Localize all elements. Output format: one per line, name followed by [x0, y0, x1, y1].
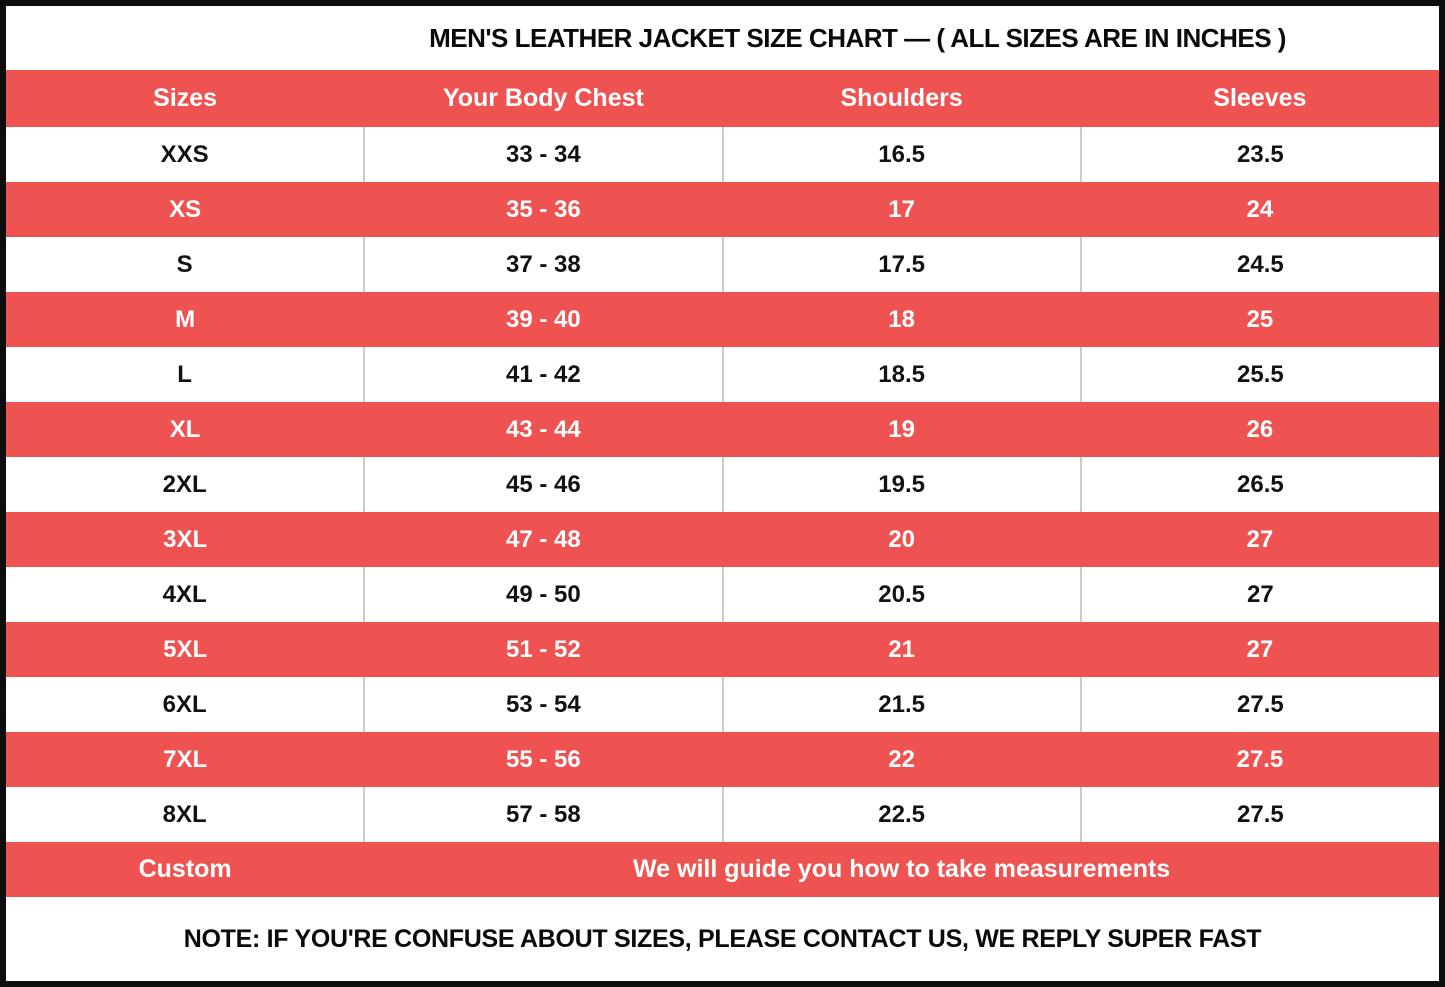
- sleeves-cell: 24: [1080, 182, 1439, 237]
- table-row-xl: XL 43 - 44 19 26: [6, 402, 1439, 457]
- table-row-7xl: 7XL 55 - 56 22 27.5: [6, 732, 1439, 787]
- shoulders-cell: 20: [722, 512, 1081, 567]
- table-row-s: S 37 - 38 17.5 24.5: [6, 237, 1439, 292]
- table-row-2xl: 2XL 45 - 46 19.5 26.5: [6, 457, 1439, 512]
- col-header-sleeves: Sleeves: [1080, 70, 1439, 127]
- chest-cell: 53 - 54: [363, 677, 723, 732]
- chest-cell: 45 - 46: [363, 457, 723, 512]
- table-row-xxs: XXS 33 - 34 16.5 23.5: [6, 127, 1439, 182]
- size-cell: L: [6, 347, 365, 402]
- sleeves-cell: 27.5: [1079, 677, 1439, 732]
- shoulders-cell: 17: [722, 182, 1081, 237]
- size-table: Sizes Your Body Chest Shoulders Sleeves …: [6, 70, 1439, 897]
- sleeves-cell: 27: [1080, 622, 1439, 677]
- size-cell: 5XL: [6, 622, 365, 677]
- chest-cell: 37 - 38: [363, 237, 723, 292]
- col-header-sizes: Sizes: [6, 70, 365, 127]
- shoulders-cell: 22: [722, 732, 1081, 787]
- table-row-m: M 39 - 40 18 25: [6, 292, 1439, 347]
- custom-message-cell: We will guide you how to take measuremen…: [364, 842, 1439, 897]
- size-cell: 7XL: [6, 732, 365, 787]
- shoulders-cell: 18: [722, 292, 1081, 347]
- chest-cell: 39 - 40: [364, 292, 723, 347]
- header-row: Sizes Your Body Chest Shoulders Sleeves: [6, 70, 1439, 127]
- shoulders-cell: 18.5: [721, 347, 1081, 402]
- size-cell: 4XL: [6, 567, 365, 622]
- size-cell: XL: [6, 402, 365, 457]
- custom-row: Custom We will guide you how to take mea…: [6, 842, 1439, 897]
- sleeves-cell: 26: [1080, 402, 1439, 457]
- size-cell: XS: [6, 182, 365, 237]
- chest-cell: 57 - 58: [363, 787, 723, 842]
- sleeves-cell: 24.5: [1079, 237, 1439, 292]
- table-row-3xl: 3XL 47 - 48 20 27: [6, 512, 1439, 567]
- sleeves-cell: 25: [1080, 292, 1439, 347]
- table-row-xs: XS 35 - 36 17 24: [6, 182, 1439, 237]
- sleeves-cell: 27.5: [1080, 732, 1439, 787]
- shoulders-cell: 19.5: [721, 457, 1081, 512]
- table-row-6xl: 6XL 53 - 54 21.5 27.5: [6, 677, 1439, 732]
- sleeves-cell: 27: [1079, 567, 1439, 622]
- table-row-4xl: 4XL 49 - 50 20.5 27: [6, 567, 1439, 622]
- chest-cell: 33 - 34: [363, 127, 723, 182]
- sleeves-cell: 26.5: [1079, 457, 1439, 512]
- chest-cell: 35 - 36: [364, 182, 723, 237]
- shoulders-cell: 22.5: [721, 787, 1081, 842]
- chest-cell: 49 - 50: [363, 567, 723, 622]
- shoulders-cell: 19: [722, 402, 1081, 457]
- shoulders-cell: 20.5: [721, 567, 1081, 622]
- shoulders-cell: 21.5: [721, 677, 1081, 732]
- note-text: NOTE: IF YOU'RE CONFUSE ABOUT SIZES, PLE…: [183, 924, 1262, 953]
- shoulders-cell: 21: [722, 622, 1081, 677]
- size-cell: 6XL: [6, 677, 365, 732]
- custom-label-cell: Custom: [6, 842, 365, 897]
- table-row-5xl: 5XL 51 - 52 21 27: [6, 622, 1439, 677]
- chest-cell: 55 - 56: [364, 732, 723, 787]
- size-cell: 3XL: [6, 512, 365, 567]
- sleeves-cell: 27.5: [1079, 787, 1439, 842]
- size-cell: S: [6, 237, 365, 292]
- col-header-shoulders: Shoulders: [722, 70, 1081, 127]
- sleeves-cell: 27: [1080, 512, 1439, 567]
- size-cell: 8XL: [6, 787, 365, 842]
- chest-cell: 51 - 52: [364, 622, 723, 677]
- shoulders-cell: 16.5: [721, 127, 1081, 182]
- sleeves-cell: 23.5: [1079, 127, 1439, 182]
- size-cell: XXS: [6, 127, 365, 182]
- col-header-chest: Your Body Chest: [364, 70, 723, 127]
- chart-title: MEN'S LEATHER JACKET SIZE CHART — ( ALL …: [429, 22, 1286, 53]
- chest-cell: 43 - 44: [364, 402, 723, 457]
- note-band: NOTE: IF YOU'RE CONFUSE ABOUT SIZES, PLE…: [6, 897, 1439, 981]
- chest-cell: 41 - 42: [363, 347, 723, 402]
- shoulders-cell: 17.5: [721, 237, 1081, 292]
- size-cell: M: [6, 292, 365, 347]
- title-band: MEN'S LEATHER JACKET SIZE CHART — ( ALL …: [6, 6, 1439, 70]
- table-row-l: L 41 - 42 18.5 25.5: [6, 347, 1439, 402]
- table-row-8xl: 8XL 57 - 58 22.5 27.5: [6, 787, 1439, 842]
- size-cell: 2XL: [6, 457, 365, 512]
- sleeves-cell: 25.5: [1079, 347, 1439, 402]
- chest-cell: 47 - 48: [364, 512, 723, 567]
